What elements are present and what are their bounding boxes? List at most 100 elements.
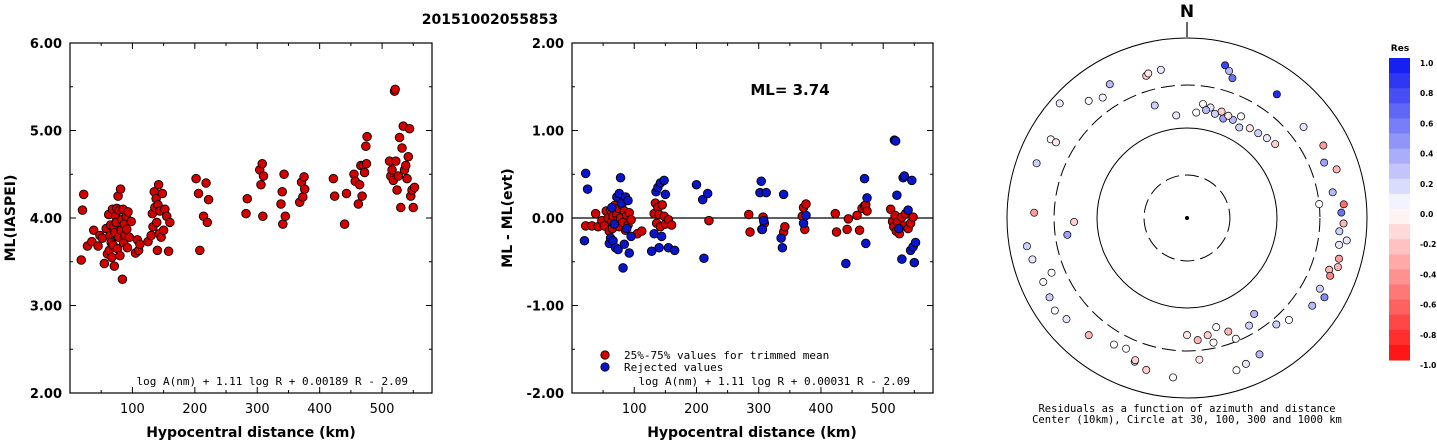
legend-rejected-label: Rejected values (624, 361, 723, 374)
chart2-point-s1 (894, 223, 904, 234)
chart2-point-s1 (618, 263, 628, 273)
station-residual-point (1237, 112, 1245, 121)
chart1-point-s0 (280, 211, 291, 221)
azimuth-residual-map: N Residuals as a function of azimuth and… (1006, 2, 1368, 426)
station-residual-point (1333, 263, 1342, 271)
chart1-point-s0 (401, 160, 411, 171)
chart1-point-s0 (361, 158, 372, 169)
colorbar-cell (1389, 58, 1410, 74)
chart2-point-s1 (619, 239, 630, 249)
chart2-point-s1 (624, 248, 635, 258)
colorbar-cell (1389, 178, 1410, 195)
chart1-point-s0 (152, 217, 162, 228)
ring-100km (1096, 127, 1278, 309)
chart2-ytick-label: 2.00 (532, 37, 564, 52)
chart2-xtick-label: 300 (746, 402, 771, 417)
chart1-xtick-label: 400 (307, 402, 332, 417)
chart1-ytick-label: 6.00 (30, 37, 62, 52)
station-residual-point (1028, 255, 1037, 264)
colorbar-tick-label: -0.4 (1420, 270, 1436, 279)
chart2-point-s0 (843, 214, 854, 224)
chart2-xtick-label: 100 (622, 402, 647, 417)
chart1-point-s0 (124, 232, 135, 242)
station-residual-point (1169, 373, 1178, 382)
colorbar-tick-label: 0.8 (1420, 89, 1433, 98)
station-residual-point (1022, 242, 1031, 251)
chart1-point-s0 (77, 205, 88, 215)
station-residual-point (1285, 316, 1293, 324)
chart2-point-s1 (859, 173, 870, 184)
chart2-ml-annotation: ML= 3.74 (750, 81, 829, 99)
chart1-point-s0 (115, 250, 125, 261)
station-residual-point (1224, 111, 1233, 120)
legend-accepted-marker (600, 350, 610, 360)
chart1-point-s0 (276, 199, 286, 209)
chart2-point-s0 (636, 226, 647, 236)
chart1-point-s0 (392, 185, 402, 195)
chart1-point-s0 (329, 191, 340, 201)
chart1-point-s0 (408, 202, 419, 213)
station-residual-point (1172, 111, 1181, 120)
station-residual-point (1217, 107, 1226, 116)
station-residual-point (1335, 227, 1344, 236)
chart1-point-s0 (353, 199, 364, 209)
chart1-xtick-label: 100 (120, 402, 145, 417)
chart2-point-s0 (908, 212, 918, 222)
colorbar-cell (1389, 163, 1410, 180)
chart1-point-s0 (158, 225, 169, 235)
chart2-point-s0 (626, 214, 636, 225)
chart2-point-s1 (609, 219, 620, 229)
colorbar-tick-label: 0.6 (1420, 119, 1433, 128)
station-residual-point (1271, 140, 1280, 148)
station-residual-point (1110, 340, 1118, 349)
station-residual-point (1299, 122, 1308, 131)
colorbar-cell (1389, 209, 1410, 225)
colorbar-cell (1389, 344, 1410, 361)
chart1-point-s0 (357, 191, 367, 201)
chart2-point-s1 (899, 171, 910, 181)
colorbar-tick-label: 0.0 (1420, 210, 1433, 219)
chart1-point-s0 (123, 207, 133, 217)
station-residual-point (1212, 323, 1221, 332)
chart2-xlabel: Hypocentral distance (km) (647, 425, 857, 441)
station-residual-point (1272, 90, 1281, 99)
station-residual-point (1193, 336, 1202, 345)
legend-accepted-label: 25%-75% values for trimmed mean (624, 349, 829, 362)
chart2-point-s1 (607, 202, 617, 213)
chart2-point-s1 (659, 175, 669, 186)
chart1-ytick-label: 5.00 (30, 125, 62, 140)
chart2-point-s0 (745, 227, 755, 237)
chart1-point-s0 (404, 123, 415, 134)
chart1-point-s0 (256, 179, 266, 190)
station-residual-point (1050, 306, 1059, 315)
chart1-point-s0 (193, 188, 204, 199)
chart1-ytick-label: 3.00 (30, 300, 62, 315)
chart1-xlabel: Hypocentral distance (km) (146, 425, 356, 441)
colorbar-title: Res (1391, 44, 1409, 54)
station-residual-point (1045, 293, 1054, 302)
chart1-point-s0 (107, 252, 117, 263)
station-residual-point (1320, 293, 1329, 302)
chart2-point-s0 (666, 220, 677, 230)
colorbar-tick-label: -1.0 (1420, 361, 1436, 370)
chart2-point-s0 (852, 210, 862, 221)
chart1-point-s0 (359, 167, 370, 178)
colorbar-cell (1389, 103, 1410, 119)
station-residual-point (1047, 268, 1056, 277)
chart2-point-s0 (830, 208, 841, 219)
station-residual-point (1062, 315, 1071, 324)
chart1-point-s0 (299, 184, 310, 194)
chart2-point-s1 (579, 235, 590, 246)
chart1-point-s0 (278, 219, 288, 229)
ring-30km (1143, 174, 1231, 262)
station-residual-point (1225, 67, 1234, 75)
chart2-point-s0 (831, 227, 842, 237)
colorbar-tick-label: 1.0 (1420, 59, 1433, 68)
colorbar-tick-label: -0.8 (1420, 331, 1436, 340)
station-residual-point (1183, 331, 1191, 340)
colorbar-cell (1389, 329, 1410, 346)
chart2-point-s1 (615, 172, 626, 183)
station-residual-point (1055, 99, 1064, 108)
chart2-point-s1 (841, 258, 851, 269)
